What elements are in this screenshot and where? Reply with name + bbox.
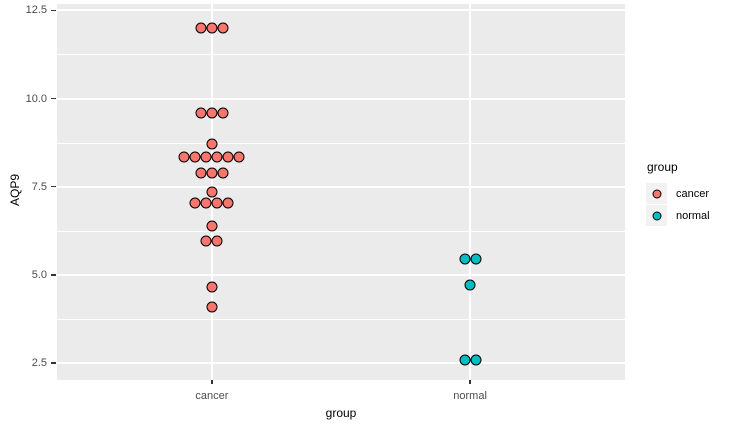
data-dot-cancer	[211, 235, 223, 247]
y-tick-mark	[51, 97, 56, 100]
y-axis: 2.5 5.0 7.5 10.0 12.5	[0, 4, 47, 380]
data-dot-normal	[464, 279, 476, 291]
y-tick-mark	[51, 185, 56, 188]
legend-entry-cancer: cancer	[646, 183, 731, 204]
y-tick-mark	[51, 362, 56, 364]
data-dot-cancer	[200, 197, 212, 209]
x-tick-mark	[211, 380, 213, 384]
gridline-vertical	[469, 4, 472, 380]
data-dot-cancer	[178, 151, 190, 163]
gridline-minor	[57, 142, 625, 144]
legend: group cancer normal	[646, 160, 731, 227]
data-dot-normal	[459, 354, 471, 366]
data-dot-cancer	[206, 107, 218, 119]
gridline-minor	[57, 230, 625, 232]
data-dot-cancer	[233, 151, 245, 163]
data-dot-cancer	[206, 281, 218, 293]
data-dot-cancer	[206, 220, 218, 231]
legend-label-cancer: cancer	[676, 187, 710, 200]
data-dot-cancer	[206, 22, 218, 34]
data-dot-cancer	[206, 167, 218, 179]
data-dot-cancer	[206, 301, 218, 313]
y-tick-label: 2.5	[31, 357, 47, 370]
gridline-major	[57, 9, 625, 12]
gridline-major	[57, 185, 625, 188]
y-tick-label: 5.0	[31, 268, 47, 281]
data-dot-cancer	[195, 107, 207, 119]
data-dot-cancer	[189, 197, 201, 209]
gridline-minor	[57, 54, 625, 56]
normal-swatch-icon	[652, 211, 661, 220]
legend-entries: cancer normal	[646, 183, 731, 226]
data-dot-normal	[470, 354, 482, 366]
data-dot-cancer	[217, 167, 229, 179]
data-dot-cancer	[189, 151, 201, 163]
gridline-major	[57, 273, 625, 276]
data-dot-cancer	[200, 151, 212, 163]
data-dot-cancer	[195, 22, 207, 34]
gridline-major	[57, 362, 625, 365]
data-dot-cancer	[200, 235, 212, 247]
x-tick-label-normal: normal	[453, 390, 487, 402]
data-dot-cancer	[211, 197, 223, 209]
data-dot-cancer	[206, 186, 218, 198]
data-dot-cancer	[222, 151, 234, 163]
legend-key-cancer	[646, 183, 667, 204]
data-dot-cancer	[211, 151, 223, 163]
x-axis-title: group	[325, 406, 357, 420]
data-dot-cancer	[217, 22, 229, 34]
legend-title: group	[647, 160, 678, 174]
y-tick-label: 7.5	[31, 180, 47, 193]
data-dot-cancer	[206, 138, 218, 150]
legend-key-normal	[646, 205, 667, 226]
legend-label-normal: normal	[676, 209, 710, 222]
legend-entry-normal: normal	[646, 205, 731, 226]
y-tick-label: 10.0	[25, 92, 47, 105]
data-dot-cancer	[195, 167, 207, 179]
x-tick-mark	[469, 380, 471, 384]
y-tick-mark	[51, 274, 56, 276]
data-dot-normal	[470, 253, 482, 265]
x-tick-label-cancer: cancer	[195, 390, 229, 402]
y-tick-mark	[51, 9, 56, 12]
data-dot-cancer	[217, 107, 229, 119]
plot-panel	[57, 4, 625, 380]
gridline-major	[57, 97, 625, 100]
data-dot-cancer	[222, 197, 234, 209]
gridline-minor	[57, 318, 625, 320]
data-dot-normal	[459, 253, 471, 265]
y-tick-label: 12.5	[25, 4, 47, 17]
cancer-swatch-icon	[652, 189, 661, 198]
